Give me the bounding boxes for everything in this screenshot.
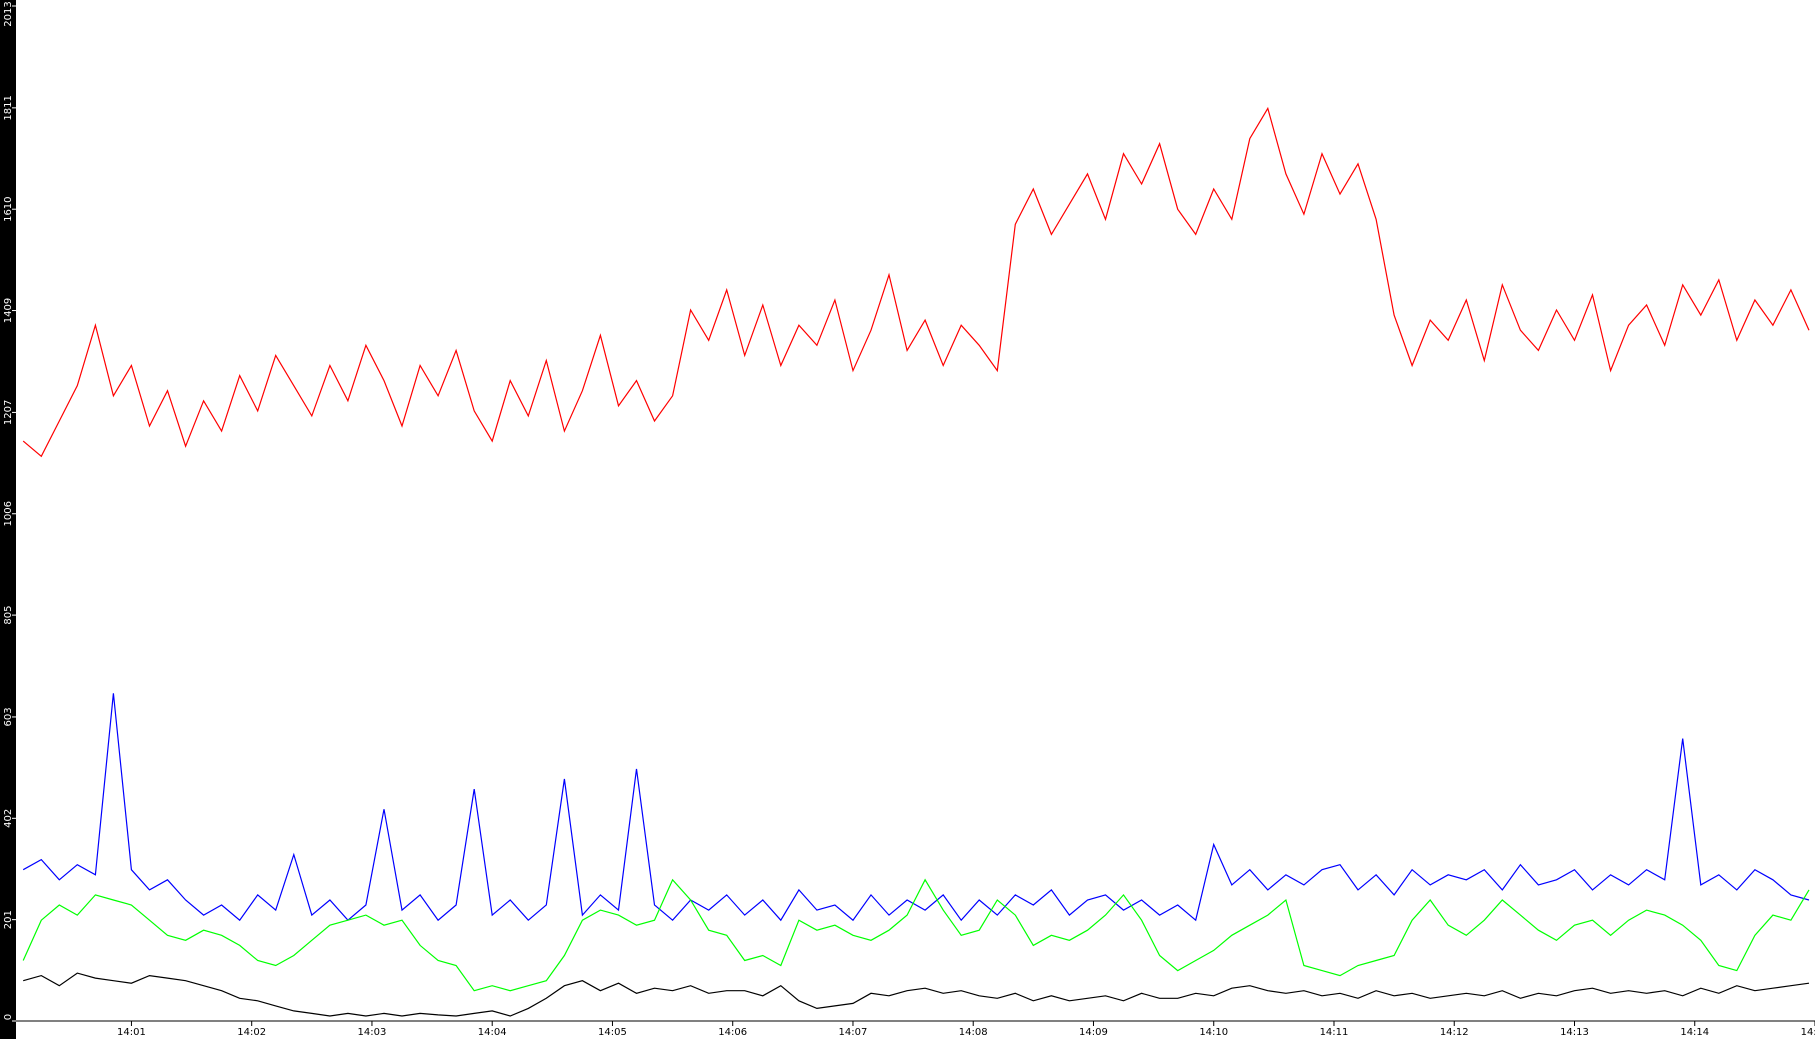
y-tick-label: 1409 <box>3 298 14 323</box>
x-tick-label: 14:15 <box>1801 1027 1815 1038</box>
x-tick-label: 14:08 <box>959 1027 988 1038</box>
y-tick-label: 1006 <box>3 501 14 526</box>
y-axis-strip <box>0 0 16 1039</box>
x-tick-label: 14:07 <box>839 1027 868 1038</box>
x-tick-label: 14:04 <box>478 1027 507 1038</box>
series-line <box>22 878 1810 992</box>
x-tick-label: 14:10 <box>1199 1027 1228 1038</box>
series-line <box>22 106 1810 458</box>
x-tick-label: 14:03 <box>358 1027 387 1038</box>
y-tick-label: 0 <box>3 1014 14 1020</box>
y-tick-label: 1610 <box>3 196 14 221</box>
y-tick-label: 603 <box>3 707 14 726</box>
x-tick-label: 14:09 <box>1079 1027 1108 1038</box>
x-tick-label: 14:11 <box>1320 1027 1349 1038</box>
series-line <box>23 972 1810 1017</box>
x-tick-label: 14:05 <box>598 1027 627 1038</box>
y-tick-label: 201 <box>3 910 14 929</box>
x-tick-label: 14:12 <box>1440 1027 1469 1038</box>
y-tick-label: 1207 <box>3 400 14 425</box>
x-tick-label: 14:13 <box>1560 1027 1589 1038</box>
x-tick-label: 14:14 <box>1680 1027 1709 1038</box>
y-tick-label: 805 <box>3 606 14 625</box>
x-tick-label: 14:06 <box>718 1027 747 1038</box>
series-line <box>22 693 1810 922</box>
y-tick-label: 402 <box>3 809 14 828</box>
x-tick-label: 14:02 <box>237 1027 266 1038</box>
x-tick-label: 14:01 <box>117 1027 146 1038</box>
y-tick-label: 1811 <box>3 95 14 120</box>
y-tick-label: 2013 <box>3 1 14 26</box>
